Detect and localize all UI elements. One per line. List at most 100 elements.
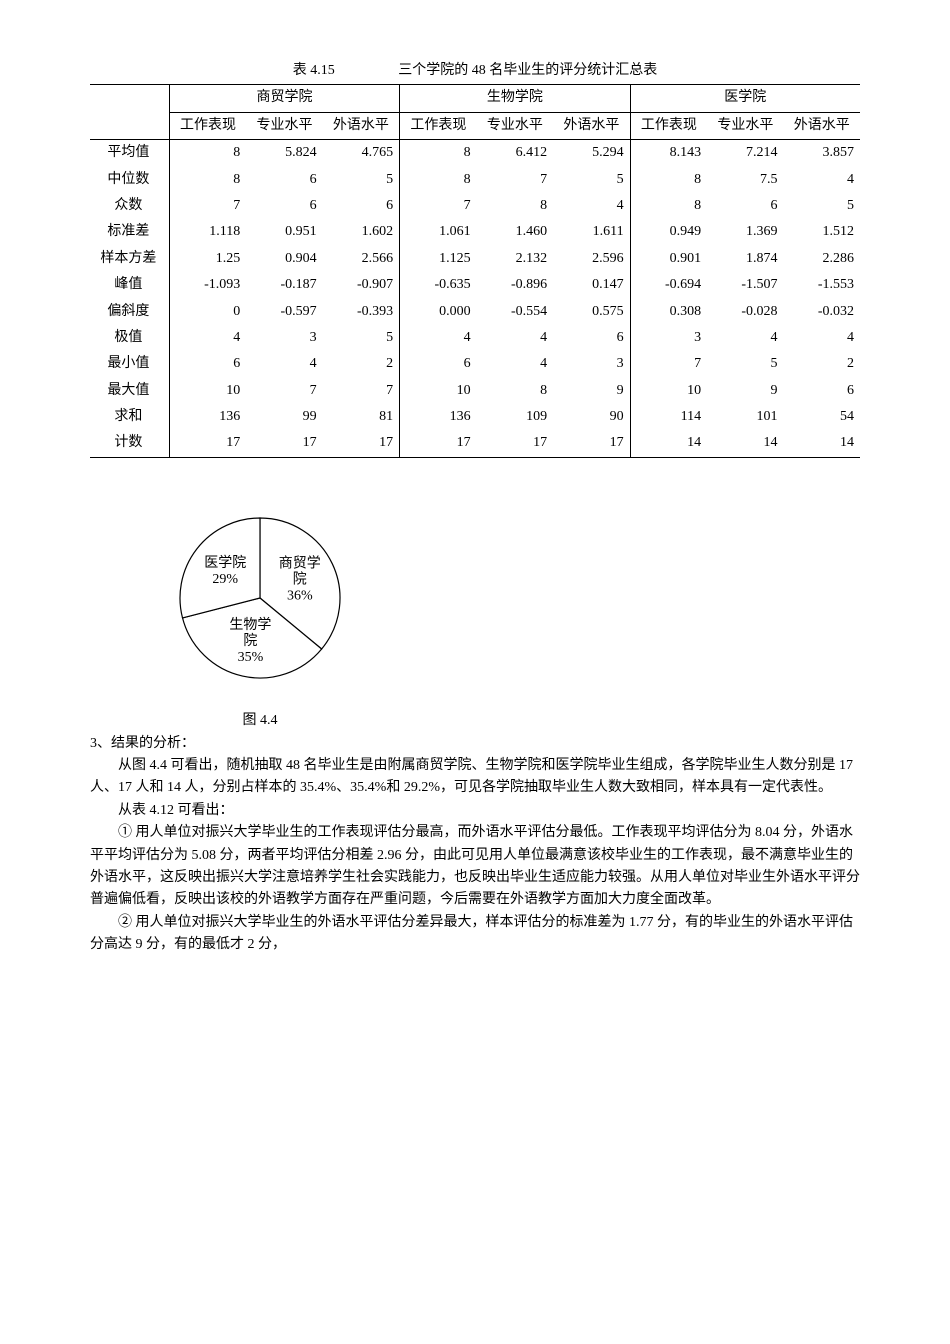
- table-cell: 8.143: [630, 140, 707, 167]
- pie-chart: 商贸学院36%生物学院35%医学院29%: [130, 498, 390, 698]
- table-cell: 17: [477, 430, 553, 457]
- table-cell: -0.187: [246, 272, 322, 298]
- table-cell: -1.553: [784, 272, 860, 298]
- table-cell: 109: [477, 404, 553, 430]
- col-group: 商贸学院: [169, 85, 399, 112]
- table-cell: 7: [630, 351, 707, 377]
- stats-thead: 商贸学院生物学院医学院工作表现专业水平外语水平工作表现专业水平外语水平工作表现专…: [90, 85, 860, 140]
- table-cell: 6: [246, 193, 322, 219]
- table-cell: 8: [400, 140, 477, 167]
- table-cell: 6: [553, 325, 630, 351]
- table-cell: -0.597: [246, 299, 322, 325]
- table-cell: 10: [400, 378, 477, 404]
- row-label: 峰值: [90, 272, 169, 298]
- table-cell: 8: [169, 167, 246, 193]
- table-cell: 6: [400, 351, 477, 377]
- table-cell: 0.575: [553, 299, 630, 325]
- row-label: 最小值: [90, 351, 169, 377]
- table-cell: 7.214: [707, 140, 783, 167]
- table-cell: 10: [169, 378, 246, 404]
- table-cell: 3.857: [784, 140, 860, 167]
- table-cell: 4: [784, 167, 860, 193]
- table-cell: 7: [400, 193, 477, 219]
- col-sub: 外语水平: [553, 112, 630, 139]
- col-sub: 工作表现: [169, 112, 246, 139]
- row-label: 标准差: [90, 219, 169, 245]
- table-cell: -0.896: [477, 272, 553, 298]
- table-cell: 1.602: [323, 219, 400, 245]
- table-cell: -0.032: [784, 299, 860, 325]
- col-group: 医学院: [630, 85, 860, 112]
- table-cell: 4: [169, 325, 246, 351]
- table-cell: 8: [477, 193, 553, 219]
- table-cell: 114: [630, 404, 707, 430]
- table-cell: 6: [169, 351, 246, 377]
- table-cell: -1.093: [169, 272, 246, 298]
- stats-tbody: 平均值85.8244.76586.4125.2948.1437.2143.857…: [90, 140, 860, 458]
- table-cell: 81: [323, 404, 400, 430]
- table-cell: 14: [784, 430, 860, 457]
- table-cell: 7: [169, 193, 246, 219]
- table-cell: 0.147: [553, 272, 630, 298]
- table-cell: 2.286: [784, 246, 860, 272]
- analysis-p1: 从图 4.4 可看出，随机抽取 48 名毕业生是由附属商贸学院、生物学院和医学院…: [90, 755, 860, 800]
- table-number: 表 4.15: [293, 60, 335, 82]
- table-cell: 90: [553, 404, 630, 430]
- analysis-p2: 从表 4.12 可看出：: [90, 800, 860, 822]
- table-cell: 7: [323, 378, 400, 404]
- table-title: 三个学院的 48 名毕业生的评分统计汇总表: [398, 63, 657, 78]
- table-cell: 8: [400, 167, 477, 193]
- table-cell: 1.512: [784, 219, 860, 245]
- table-cell: 0.308: [630, 299, 707, 325]
- table-cell: 4.765: [323, 140, 400, 167]
- table-cell: 8: [169, 140, 246, 167]
- col-sub: 外语水平: [784, 112, 860, 139]
- table-cell: 1.118: [169, 219, 246, 245]
- table-cell: 5: [553, 167, 630, 193]
- table-cell: 5.824: [246, 140, 322, 167]
- table-cell: 1.874: [707, 246, 783, 272]
- table-cell: 6: [246, 167, 322, 193]
- table-cell: 2.596: [553, 246, 630, 272]
- table-cell: 4: [477, 325, 553, 351]
- analysis-p3: ① 用人单位对振兴大学毕业生的工作表现评估分最高，而外语水平评估分最低。工作表现…: [90, 822, 860, 912]
- row-label: 众数: [90, 193, 169, 219]
- analysis-p4: ② 用人单位对振兴大学毕业生的外语水平评估分差异最大，样本评估分的标准差为 1.…: [90, 912, 860, 957]
- table-cell: 136: [400, 404, 477, 430]
- table-cell: 1.125: [400, 246, 477, 272]
- table-cell: 0.949: [630, 219, 707, 245]
- table-cell: 99: [246, 404, 322, 430]
- table-cell: 4: [246, 351, 322, 377]
- col-sub: 专业水平: [477, 112, 553, 139]
- table-cell: 17: [400, 430, 477, 457]
- table-corner: [90, 85, 169, 112]
- table-cell: 2.132: [477, 246, 553, 272]
- table-cell: 8: [477, 378, 553, 404]
- table-cell: 4: [400, 325, 477, 351]
- table-cell: 2.566: [323, 246, 400, 272]
- table-cell: 9: [707, 378, 783, 404]
- table-cell: 5.294: [553, 140, 630, 167]
- table-cell: 17: [553, 430, 630, 457]
- col-sub: 工作表现: [400, 112, 477, 139]
- table-cell: 6: [323, 193, 400, 219]
- table-cell: 1.25: [169, 246, 246, 272]
- table-cell: 6.412: [477, 140, 553, 167]
- row-label: 平均值: [90, 140, 169, 167]
- col-sub: 专业水平: [707, 112, 783, 139]
- table-cell: 5: [784, 193, 860, 219]
- table-cell: 0.901: [630, 246, 707, 272]
- table-cell: -0.028: [707, 299, 783, 325]
- pie-caption: 图 4.4: [130, 710, 390, 732]
- table-cell: 8: [630, 167, 707, 193]
- analysis-heading: 3、结果的分析：: [90, 733, 860, 755]
- table-cell: 4: [477, 351, 553, 377]
- table-cell: 7.5: [707, 167, 783, 193]
- table-cell: 1.460: [477, 219, 553, 245]
- table-cell: 4: [553, 193, 630, 219]
- stats-table: 商贸学院生物学院医学院工作表现专业水平外语水平工作表现专业水平外语水平工作表现专…: [90, 84, 860, 457]
- table-cell: -0.393: [323, 299, 400, 325]
- table-cell: -0.907: [323, 272, 400, 298]
- row-label: 样本方差: [90, 246, 169, 272]
- table-cell: 4: [784, 325, 860, 351]
